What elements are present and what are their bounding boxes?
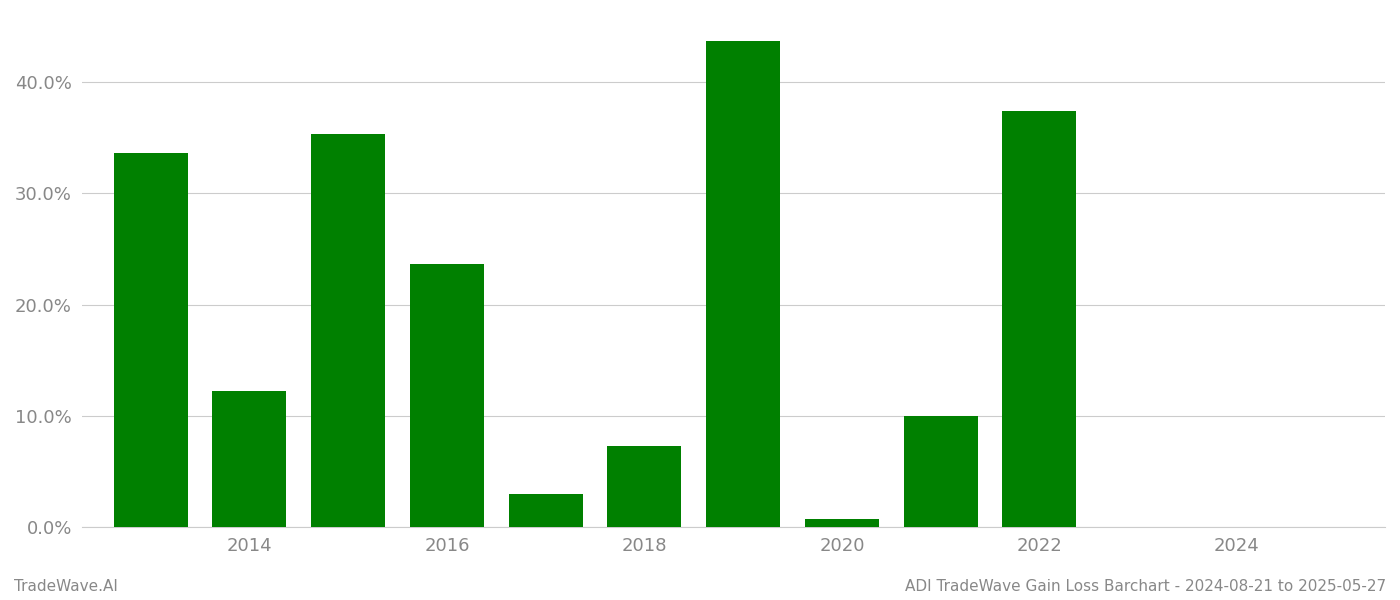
Bar	[410, 265, 484, 527]
Bar	[311, 134, 385, 527]
Text: ADI TradeWave Gain Loss Barchart - 2024-08-21 to 2025-05-27: ADI TradeWave Gain Loss Barchart - 2024-…	[904, 579, 1386, 594]
Bar	[1002, 111, 1077, 527]
Bar	[805, 520, 879, 527]
Bar	[113, 153, 188, 527]
Bar	[706, 41, 780, 527]
Bar	[903, 416, 977, 527]
Bar	[508, 494, 582, 527]
Bar	[213, 391, 287, 527]
Bar	[608, 446, 682, 527]
Text: TradeWave.AI: TradeWave.AI	[14, 579, 118, 594]
